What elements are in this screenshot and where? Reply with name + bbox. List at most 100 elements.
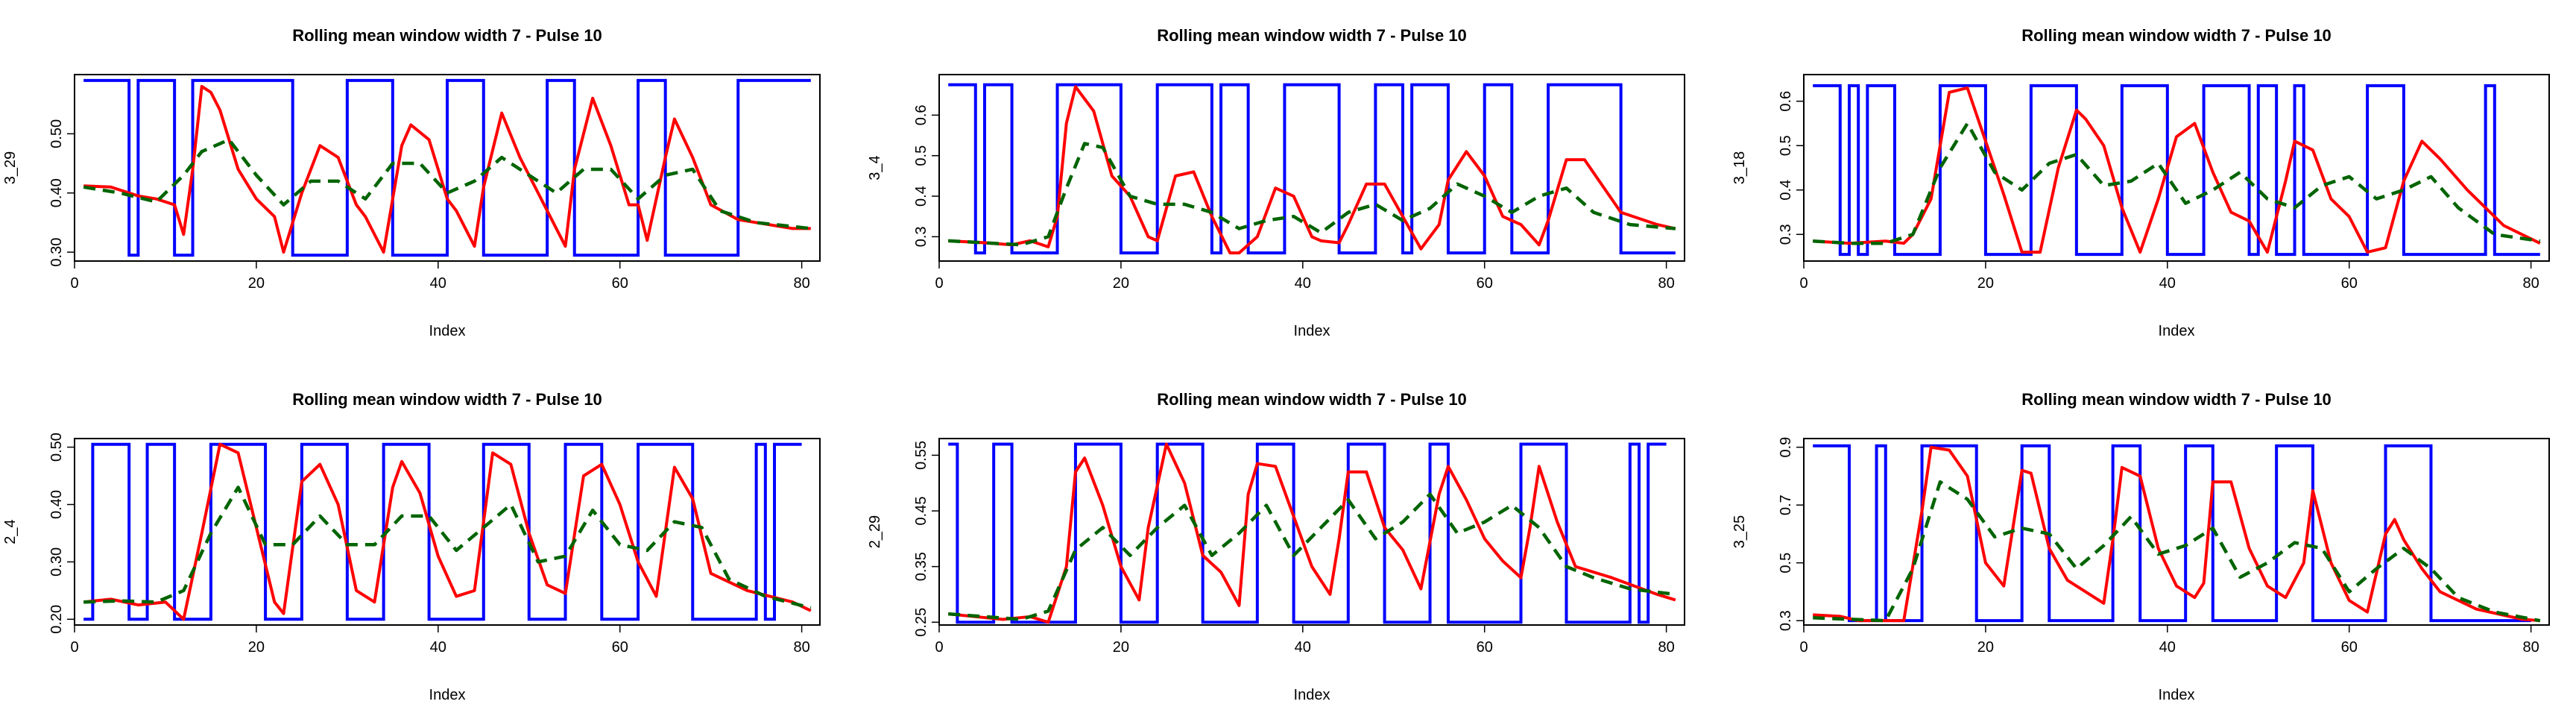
x-tick-label: 0 — [935, 275, 943, 292]
y-tick-label: 0.9 — [1778, 437, 1794, 458]
x-tick-label: 80 — [2522, 639, 2539, 656]
x-tick-label: 40 — [430, 275, 446, 292]
x-tick-label: 0 — [70, 639, 78, 656]
y-tick-label: 0.45 — [913, 497, 929, 526]
chart-panel-3: Rolling mean window width 7 - Pulse 10 0 2… — [1731, 26, 2550, 339]
x-tick-label: 40 — [1295, 639, 1311, 656]
x-tick-label: 80 — [1658, 639, 1674, 656]
plot-frame — [74, 438, 821, 626]
y-axis-label: 2_4 — [2, 519, 19, 544]
chart-title: Rolling mean window width 7 - Pulse 10 — [292, 26, 602, 45]
series-group — [948, 83, 1676, 255]
y-tick-label: 0.5 — [913, 145, 929, 166]
chart-panel-1: Rolling mean window width 7 - Pulse 10 0 2… — [2, 26, 821, 339]
x-tick-label: 80 — [2522, 275, 2539, 292]
y-tick-label: 0.30 — [48, 238, 65, 267]
x-tick-label: 60 — [612, 275, 628, 292]
plot-frame — [74, 74, 821, 262]
chart-title: Rolling mean window width 7 - Pulse 10 — [1157, 390, 1467, 409]
series-group — [1813, 84, 2541, 257]
pulse-line — [948, 442, 1667, 624]
x-axis-label: Index — [2159, 687, 2195, 703]
rolling-mean-line — [948, 142, 1676, 247]
pulse-line — [83, 442, 802, 621]
series-group — [83, 442, 812, 621]
y-axis-label: 3_25 — [1731, 515, 1748, 549]
x-tick-label: 60 — [612, 639, 628, 656]
pulse-line — [1813, 444, 2531, 623]
y-tick-label: 0.40 — [48, 178, 65, 207]
rolling-mean-line — [83, 486, 812, 610]
x-tick-label: 20 — [1113, 639, 1129, 656]
y-axis-label: 3_18 — [1731, 151, 1748, 185]
x-axis-label: Index — [429, 687, 466, 703]
pulse-line — [83, 78, 811, 257]
x-tick-label: 80 — [793, 639, 809, 656]
y-axis-label: 2_29 — [867, 515, 883, 549]
chart-panel-5: Rolling mean window width 7 - Pulse 10 0 2… — [867, 390, 1685, 703]
y-tick-label: 0.30 — [48, 547, 65, 577]
plot-frame — [938, 74, 1685, 262]
y-tick-label: 0.3 — [1778, 224, 1794, 245]
series-group — [947, 442, 1676, 624]
plot-frame — [938, 438, 1685, 626]
chart-panel-4: Rolling mean window width 7 - Pulse 10 0 2… — [2, 390, 821, 703]
y-tick-label: 0.35 — [913, 552, 929, 581]
y-tick-label: 0.3 — [913, 226, 929, 247]
y-tick-label: 0.50 — [48, 433, 65, 462]
x-tick-label: 0 — [1799, 275, 1808, 292]
raw-series-line — [1813, 86, 2541, 254]
plot-frame — [1803, 74, 2550, 262]
rolling-mean-line — [83, 138, 812, 230]
raw-series-line — [947, 442, 1676, 624]
y-tick-label: 0.4 — [1778, 180, 1794, 201]
plot-frame — [1803, 438, 2550, 626]
x-axis-label: Index — [1294, 687, 1330, 703]
raw-series-line — [1813, 445, 2540, 623]
x-axis-label: Index — [2159, 323, 2195, 339]
y-tick-label: 0.6 — [913, 104, 929, 125]
x-tick-label: 80 — [793, 275, 809, 292]
y-tick-label: 0.5 — [1778, 135, 1794, 156]
y-tick-label: 0.40 — [48, 490, 65, 519]
x-tick-label: 40 — [2159, 639, 2176, 656]
y-tick-label: 0.5 — [1778, 553, 1794, 574]
y-tick-label: 0.6 — [1778, 91, 1794, 112]
x-tick-label: 40 — [1295, 275, 1311, 292]
x-tick-label: 20 — [248, 639, 265, 656]
y-tick-label: 0.50 — [48, 119, 65, 148]
series-group — [1813, 444, 2541, 623]
chart-title: Rolling mean window width 7 - Pulse 10 — [292, 390, 602, 409]
y-axis-label: 3_4 — [867, 155, 883, 180]
y-tick-label: 0.7 — [1778, 494, 1794, 515]
raw-series-line — [83, 84, 811, 254]
y-axis-label: 3_29 — [2, 151, 19, 185]
rolling-mean-line — [948, 492, 1676, 621]
x-tick-label: 20 — [1113, 275, 1129, 292]
x-tick-label: 60 — [1477, 275, 1493, 292]
x-tick-label: 60 — [1477, 639, 1493, 656]
y-tick-label: 0.3 — [1778, 610, 1794, 631]
x-tick-label: 0 — [1799, 639, 1808, 656]
y-tick-label: 0.25 — [913, 608, 929, 637]
raw-series-line — [948, 85, 1676, 255]
chart-title: Rolling mean window width 7 - Pulse 10 — [1157, 26, 1467, 45]
pulse-line — [1813, 84, 2540, 257]
x-tick-label: 20 — [1977, 275, 1994, 292]
x-tick-label: 20 — [248, 275, 265, 292]
chart-panel-2: Rolling mean window width 7 - Pulse 10 0 2… — [867, 26, 1685, 339]
x-tick-label: 60 — [2341, 275, 2358, 292]
x-tick-label: 60 — [2341, 639, 2358, 656]
chart-title: Rolling mean window width 7 - Pulse 10 — [2021, 26, 2332, 45]
rolling-mean-line — [1813, 122, 2541, 245]
y-tick-label: 0.55 — [913, 441, 929, 470]
raw-series-line — [83, 442, 812, 621]
x-tick-label: 40 — [430, 639, 446, 656]
x-tick-label: 0 — [70, 275, 78, 292]
chart-panel-6: Rolling mean window width 7 - Pulse 10 0 2… — [1731, 390, 2550, 703]
x-axis-label: Index — [1294, 323, 1330, 339]
x-tick-label: 80 — [1658, 275, 1674, 292]
series-group — [83, 78, 812, 257]
y-tick-label: 0.4 — [913, 186, 929, 207]
